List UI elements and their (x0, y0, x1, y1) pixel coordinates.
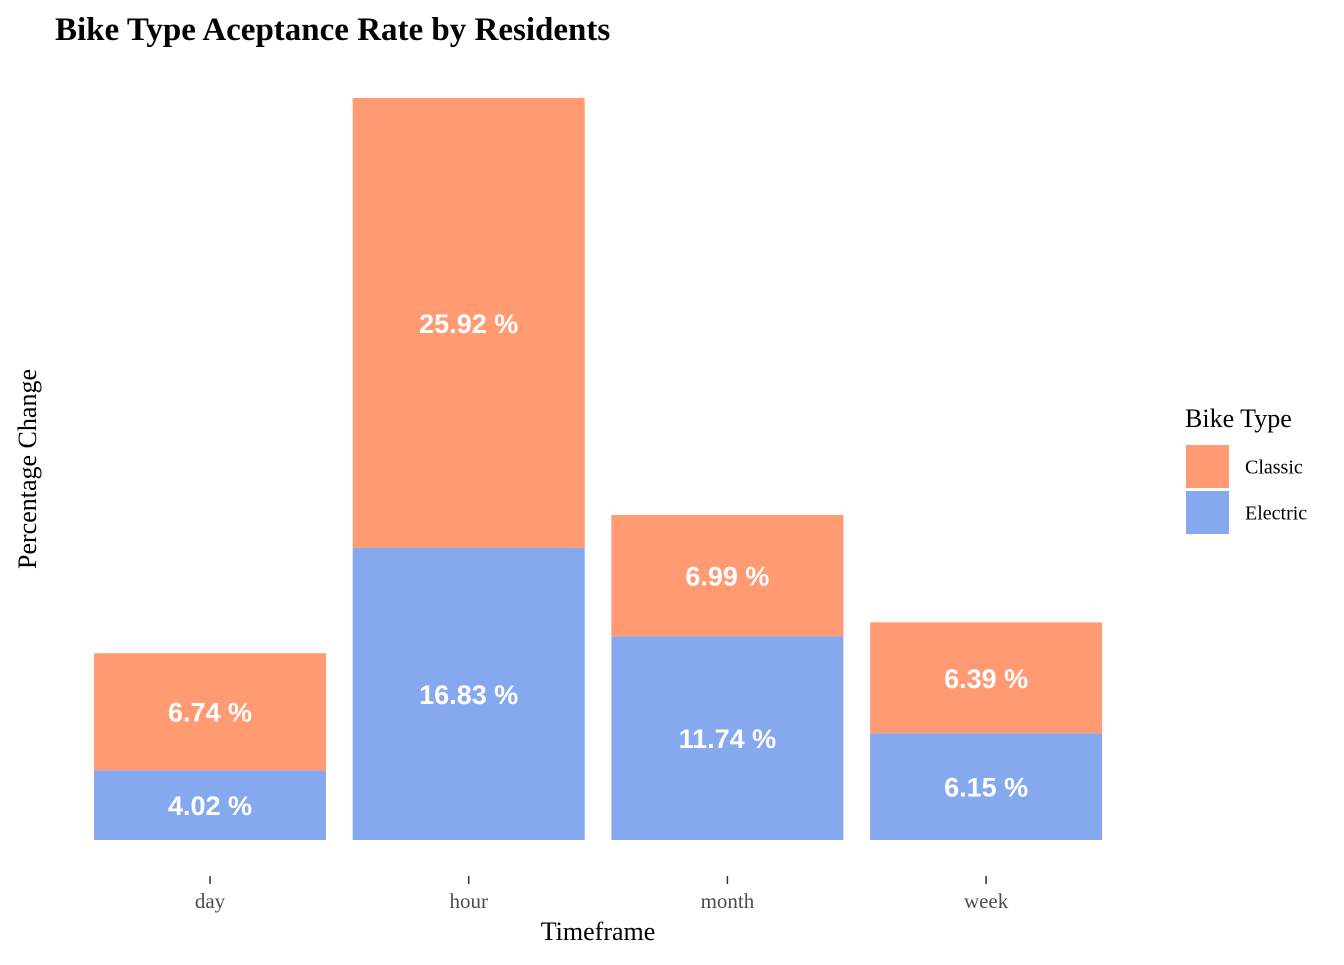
bar-electric-month (611, 636, 844, 840)
bar-electric-day (94, 770, 326, 840)
bar-classic-month (611, 514, 844, 637)
x-tick-label-month: month (701, 889, 755, 913)
y-axis-title: Percentage Change (13, 369, 42, 569)
data-label-electric-week: 6.15 % (944, 773, 1028, 803)
bar-classic-hour (352, 98, 585, 548)
bar-electric-hour (352, 547, 585, 840)
data-label-classic-week: 6.39 % (944, 664, 1028, 694)
legend-key-electric (1186, 491, 1229, 534)
x-tick-label-day: day (195, 889, 226, 913)
legend-label-classic: Classic (1245, 457, 1303, 479)
bar-electric-week (870, 733, 1103, 840)
bar-classic-day (94, 653, 326, 771)
data-labels-layer: 4.02 % 6.74 % 16.83 % 25.92 % 11.74 % 6.99 % 6… (168, 309, 1028, 821)
data-label-electric-month: 11.74 % (679, 724, 777, 754)
legend-title: Bike Type (1185, 404, 1292, 433)
data-label-classic-month: 6.99 % (685, 562, 769, 592)
x-tick-label-hour: hour (449, 889, 488, 913)
data-label-classic-day: 6.74 % (168, 698, 252, 728)
legend: Bike Type Classic Electric (1185, 404, 1307, 534)
legend-key-classic (1186, 445, 1229, 488)
bars-layer (94, 98, 1103, 840)
legend-label-electric: Electric (1245, 503, 1307, 525)
data-label-electric-day: 4.02 % (168, 791, 252, 821)
x-tick-label-week: week (964, 889, 1009, 913)
x-axis-title: Timeframe (541, 917, 656, 946)
data-label-classic-hour: 25.92 % (419, 309, 518, 339)
chart-title: Bike Type Aceptance Rate by Residents (55, 12, 610, 48)
bar-classic-week (870, 622, 1103, 734)
x-axis: day hour month week (195, 876, 1009, 913)
data-label-electric-hour: 16.83 % (419, 680, 518, 710)
